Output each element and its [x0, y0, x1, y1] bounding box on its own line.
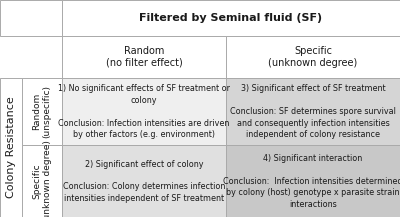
Text: Filtered by Seminal fluid (SF): Filtered by Seminal fluid (SF) [140, 13, 322, 23]
Bar [22, 78, 62, 145]
Bar [0, 78, 22, 217]
Bar [0, 0, 62, 36]
Text: Random
(unspecific): Random (unspecific) [32, 85, 52, 138]
Bar [62, 36, 226, 78]
Text: 1) No significant effects of SF treatment or
colony

Conclusion: Infection inten: 1) No significant effects of SF treatmen… [58, 84, 230, 139]
Bar [62, 0, 400, 36]
Text: 3) Significant effect of SF treatment

Conclusion: SF determines spore survival
: 3) Significant effect of SF treatment Co… [230, 84, 396, 139]
Text: Random
(no filter effect): Random (no filter effect) [106, 46, 182, 68]
Text: 4) Significant interaction

Conclusion:  Infection intensities determined
by col: 4) Significant interaction Conclusion: I… [223, 154, 400, 209]
Text: Colony Resistance: Colony Resistance [6, 97, 16, 198]
Bar [226, 36, 400, 78]
Bar [62, 145, 226, 217]
Text: Specific
(unknown degree): Specific (unknown degree) [268, 46, 358, 68]
Bar [62, 78, 226, 145]
Text: Specific
(unknown degree): Specific (unknown degree) [32, 140, 52, 217]
Bar [22, 145, 62, 217]
Text: 2) Significant effect of colony

Conclusion: Colony determines infection
intensi: 2) Significant effect of colony Conclusi… [63, 159, 225, 203]
Bar [226, 78, 400, 145]
Bar [226, 145, 400, 217]
